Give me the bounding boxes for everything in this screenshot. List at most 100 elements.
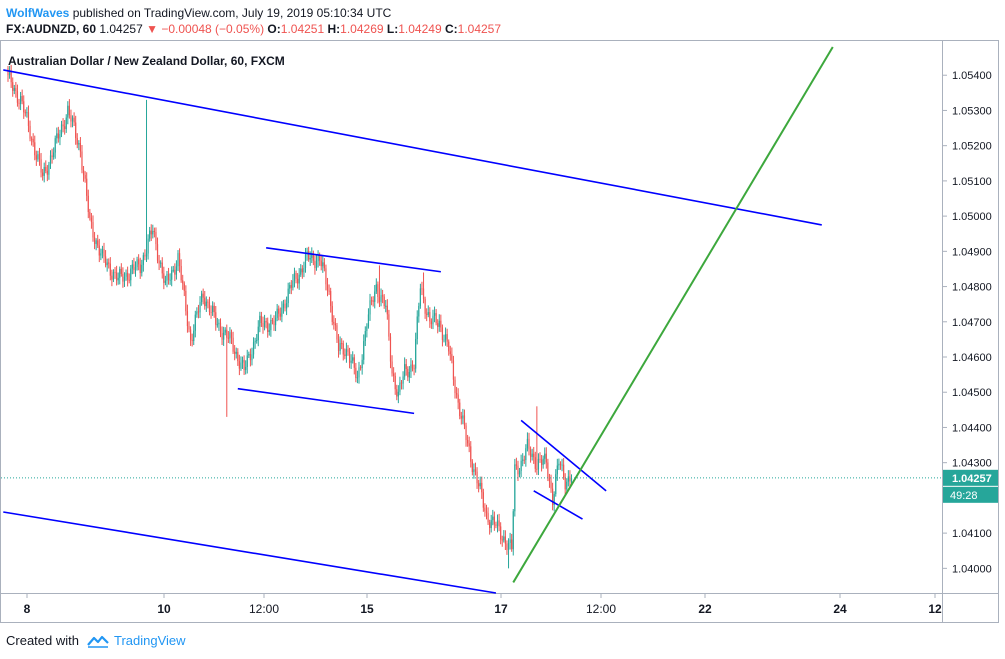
candle-body [339,343,341,351]
candle-body [284,303,286,309]
chart-frame [0,40,999,623]
candle-body [415,339,417,369]
candle-body [385,305,387,307]
candle-body [531,453,533,457]
tradingview-logo-icon [86,635,109,648]
time-axis[interactable]: 8 10 12:00 15 17 12:00 22 24 12 [24,593,942,616]
price-axis[interactable]: 1.05400 1.05300 1.05200 1.05100 1.05000 1.049… [942,70,992,575]
candle-body [114,272,116,274]
candle-body [375,284,377,292]
open-value: 1.04251 [280,22,325,36]
candle-body [260,315,263,324]
candle-body [120,268,122,274]
lower-channel-line[interactable] [3,511,497,594]
price-chart[interactable]: Australian Dollar / New Zealand Dollar, … [0,40,1005,625]
candle-body [352,357,354,361]
wedge-bottom-line[interactable] [533,490,583,520]
wedge-top-line[interactable] [520,419,607,492]
candle-body [152,230,154,235]
green-trend-line[interactable] [512,46,834,583]
candle-body [485,511,488,514]
candle-body [144,255,146,257]
candle-body [238,361,240,369]
candle-body [525,448,527,461]
price-tick-label: 1.04300 [952,458,992,470]
candle-body [451,354,453,361]
candle-body [270,320,272,331]
upper-channel-line[interactable] [3,69,822,226]
candle-body [542,458,544,465]
candle-body [526,438,529,449]
candle-body [509,539,511,543]
flag-top-line[interactable] [266,247,441,273]
candle-body [218,322,220,325]
candle-body [251,354,253,361]
candle-body [249,353,251,361]
high-value: 1.04269 [340,22,384,36]
candle-body [411,364,414,369]
candle-body [103,249,105,257]
author-name[interactable]: WolfWaves [6,6,70,20]
candle-body [355,367,357,378]
candle-body [504,536,506,544]
candle-body [27,112,30,126]
candle-body [104,256,107,266]
time-tick-label: 15 [360,602,374,616]
candle-body [433,313,436,316]
candle-body [422,288,425,299]
candle-body [86,178,88,196]
candle-body [558,463,560,466]
candle-body [10,71,12,83]
candle-body [35,155,37,160]
candle-body [100,253,102,256]
candle-body [57,133,59,139]
tradingview-brand[interactable]: TradingView [114,633,186,648]
candle-body [226,329,228,338]
candle-body [341,343,343,345]
candle-body [194,314,196,331]
candle-body [153,230,155,233]
candle-body [304,254,307,268]
candle-body [320,260,322,267]
candle-body [359,367,362,369]
candle-body [210,312,212,314]
candle-body [528,438,530,450]
candle-body [79,143,82,152]
candle-body [330,291,332,306]
price-tick-label: 1.04100 [952,528,992,540]
candle-body [252,342,255,355]
candle-body [285,303,288,309]
candle-body [317,255,319,262]
flag-bottom-line[interactable] [237,387,415,415]
candle-body [119,268,121,278]
time-tick-label: 10 [157,602,171,616]
candle-body [289,285,291,289]
candle-body [315,261,318,269]
candle-body [84,175,86,179]
candle-body [257,326,259,341]
candle-body [248,353,250,356]
candle-body [322,262,324,267]
candle-body [498,520,500,527]
candle-body [136,259,138,268]
price-tick-label: 1.05200 [952,141,992,153]
close-label: C: [444,22,458,36]
candle-body [399,382,401,392]
symbol-label[interactable]: FX:AUDNZD, 60 [6,22,97,36]
candle-body [367,314,370,327]
chart-title: Australian Dollar / New Zealand Dollar, … [8,54,285,68]
candle-body [441,327,444,340]
candle-body [191,339,193,342]
candle-body [328,290,330,292]
candle-body [459,402,461,417]
footer: Created with TradingView [6,632,186,650]
candle-body [73,117,75,123]
candle-body [537,458,540,470]
candle-body [374,291,376,302]
candle-body [131,264,133,269]
time-tick-label: 12:00 [586,602,616,616]
candle-body [235,351,237,354]
drawings[interactable] [3,46,834,594]
candle-body [234,351,236,354]
candle-body [87,195,89,213]
